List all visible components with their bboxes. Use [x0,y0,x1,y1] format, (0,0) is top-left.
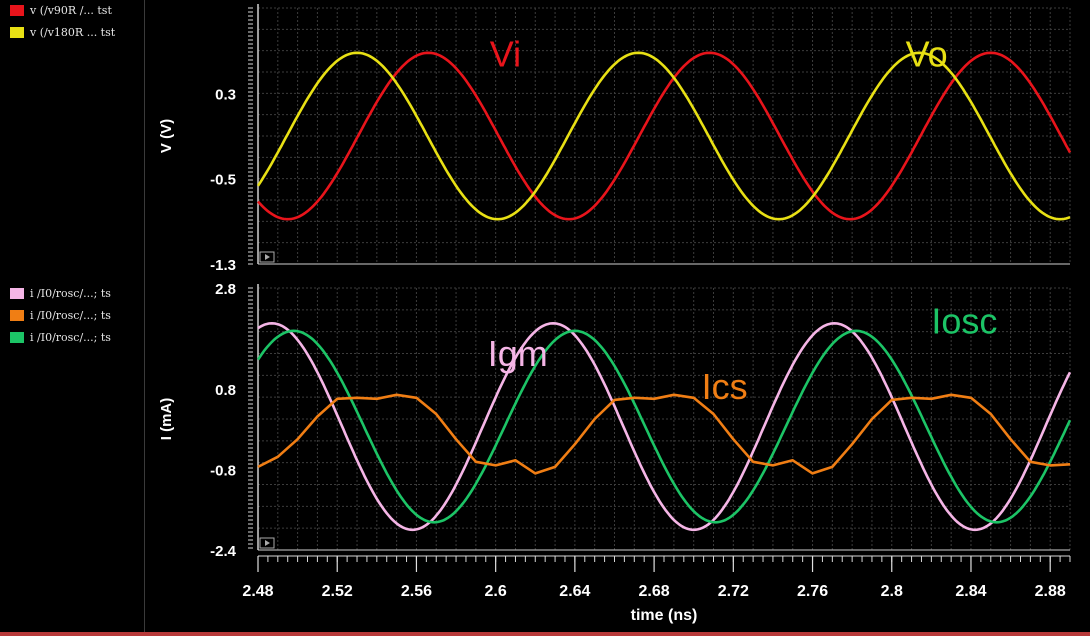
x-tick-label: 2.48 [242,583,273,600]
play-icon [265,540,270,546]
legend-entry[interactable]: i /I0/rosc/...; ts [10,286,144,300]
legend-entry[interactable]: i /I0/rosc/...; ts [10,330,144,344]
legend-label: v (/v90R /... tst [30,3,112,17]
curve-annotation: Igm [488,333,548,374]
y-tick-label: -2.4 [210,543,237,560]
curve-annotation: Vo [906,34,948,75]
y-axis-label: I (mA) [158,398,175,441]
legend-label: i /I0/rosc/...; ts [30,330,111,344]
legend-entry[interactable]: v (/v90R /... tst [10,3,144,17]
curve-annotation: Iosc [931,300,997,341]
curve-annotation: Ics [702,366,748,407]
legend-pane: v (/v90R /... tst v (/v180R ... tst i /I0… [0,0,145,636]
x-tick-label: 2.6 [485,583,507,600]
y-tick-label: 0.8 [215,382,236,399]
y-tick-label: 2.8 [215,281,236,298]
legend-label: i /I0/rosc/...; ts [30,308,111,322]
legend-swatch [10,4,24,16]
y-tick-label: 0.3 [215,86,236,103]
zoom-marker-icon [259,537,275,549]
y-tick-label: -0.8 [210,462,236,479]
legend-entry[interactable]: i /I0/rosc/...; ts [10,308,144,322]
x-tick-label: 2.84 [955,583,986,600]
x-tick-label: 2.56 [401,583,432,600]
series-line [256,51,1071,221]
x-tick-label: 2.68 [639,583,670,600]
x-tick-label: 2.72 [718,583,749,600]
x-tick-label: 2.88 [1035,583,1066,600]
x-tick-label: 2.64 [559,583,590,600]
play-icon [265,254,270,260]
legend-swatch [10,331,24,343]
series-line [257,322,1072,532]
legend-swatch [10,287,24,299]
legend-label: v (/v180R ... tst [30,25,116,39]
y-tick-label: -0.5 [210,172,236,189]
status-strip [0,632,1090,636]
zoom-marker-icon [259,251,275,263]
x-axis-label: time (ns) [631,607,698,624]
x-tick-label: 2.52 [322,583,353,600]
curve-annotation: Vi [490,34,521,75]
legend-swatch [10,309,24,321]
x-tick-label: 2.8 [881,583,903,600]
legend-swatch [10,26,24,38]
series-line [257,393,1071,475]
series-line [256,329,1072,524]
y-axis-label: V (V) [158,119,175,153]
legend-entry[interactable]: v (/v180R ... tst [10,25,144,39]
legend-label: i /I0/rosc/...; ts [30,286,111,300]
y-tick-label: -1.3 [210,257,236,274]
x-tick-label: 2.76 [797,583,828,600]
